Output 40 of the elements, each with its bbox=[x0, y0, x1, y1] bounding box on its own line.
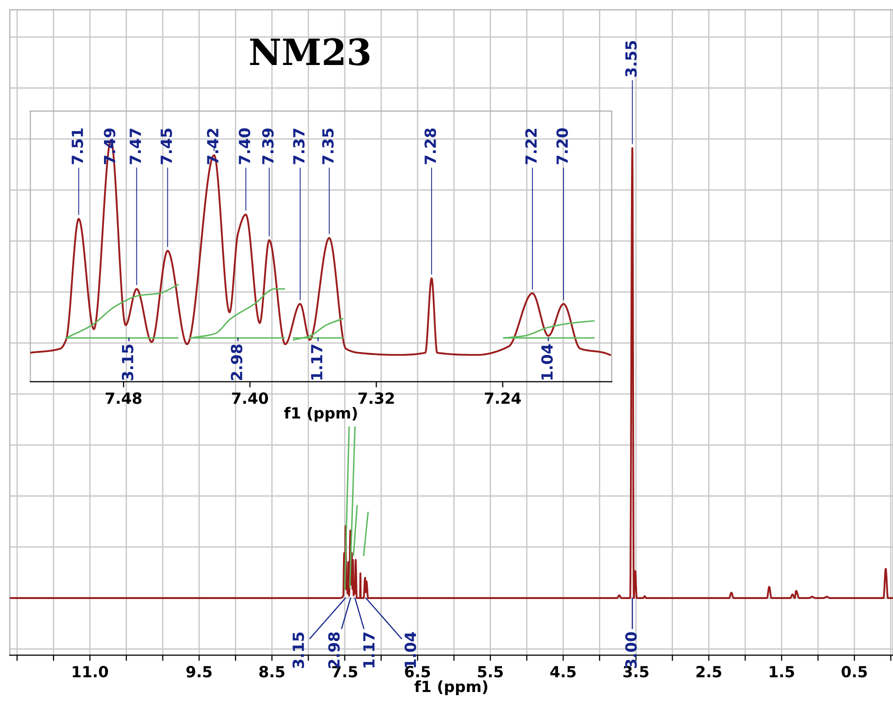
annotation: 7.47 bbox=[130, 128, 141, 164]
annotation: 3.00 bbox=[625, 632, 637, 668]
x-tick-label: 11.0 bbox=[72, 666, 108, 678]
x-tick-label: 7.32 bbox=[358, 392, 394, 404]
annotation: 7.22 bbox=[525, 128, 537, 164]
annotation: 3.15 bbox=[292, 632, 304, 668]
x-tick-label: 6.5 bbox=[404, 666, 430, 678]
annotation: 3.55 bbox=[625, 40, 637, 77]
annotation: 7.39 bbox=[262, 128, 274, 164]
annotation: 7.37 bbox=[293, 128, 305, 164]
chart-title: NM23 bbox=[250, 38, 370, 66]
x-tick-label: 5.5 bbox=[478, 666, 503, 678]
annotation: 2.98 bbox=[328, 632, 340, 668]
annotation: 7.51 bbox=[72, 128, 84, 164]
x-tick-label: 0.5 bbox=[842, 666, 867, 678]
annotation: 3.15 bbox=[122, 344, 134, 380]
annotation: 2.98 bbox=[230, 344, 242, 380]
x-tick-label: 9.5 bbox=[186, 666, 212, 678]
annotation: 7.45 bbox=[160, 128, 172, 164]
annotation: 7.40 bbox=[238, 128, 250, 164]
x-axis-title: f1 (ppm) bbox=[284, 406, 357, 422]
annotation: 7.35 bbox=[322, 128, 334, 164]
x-tick-label: 7.40 bbox=[232, 392, 268, 404]
x-tick-label: 1.5 bbox=[770, 666, 794, 678]
x-tick-label: 4.5 bbox=[550, 666, 576, 678]
annotation: 7.28 bbox=[424, 128, 436, 164]
annotation: 7.20 bbox=[556, 128, 568, 164]
annotation: 1.04 bbox=[541, 344, 553, 380]
annotation: 1.17 bbox=[311, 344, 322, 380]
x-tick-label: 7.48 bbox=[106, 392, 142, 404]
x-tick-label: 3.5 bbox=[623, 666, 648, 678]
x-tick-label: 8.5 bbox=[259, 666, 284, 678]
annotation: 7.49 bbox=[104, 128, 116, 164]
annotation: 1.17 bbox=[363, 632, 374, 668]
x-axis-title: f1 (ppm) bbox=[414, 680, 488, 696]
x-tick-label: 7.5 bbox=[332, 666, 358, 678]
x-tick-label: 2.5 bbox=[696, 666, 722, 678]
x-tick-label: 7.24 bbox=[484, 392, 521, 404]
annotation: 7.42 bbox=[206, 128, 218, 164]
annotation: 1.04 bbox=[404, 632, 416, 668]
